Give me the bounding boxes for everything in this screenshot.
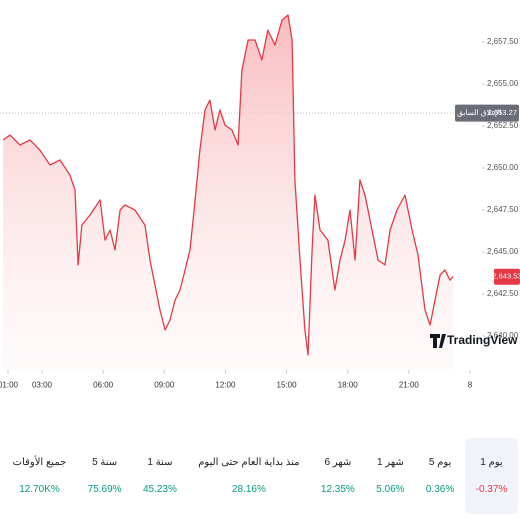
- last-price-label: 2,643.53: [492, 272, 520, 281]
- x-tick-label: 21:00: [399, 381, 420, 390]
- y-tick-label: 2,657.50: [487, 37, 519, 46]
- period-label: 6 شهر: [324, 457, 352, 468]
- x-tick-label: 01:00: [0, 381, 19, 390]
- period-tabs: 1 يوم -0.37% 5 يوم 0.36% 1 شهر 5.06% 6 شهر 12.3…: [0, 438, 520, 514]
- x-tick-label: 18:00: [338, 381, 359, 390]
- x-tick-label: 15:00: [277, 381, 298, 390]
- period-change: -0.37%: [475, 484, 508, 495]
- period-change: 12.35%: [320, 484, 355, 495]
- y-tick-label: 2,650.00: [487, 163, 519, 172]
- y-tick-label: 2,640.00: [487, 331, 519, 340]
- x-tick-label: 09:00: [154, 381, 175, 390]
- x-tick-label: 12:00: [215, 381, 236, 390]
- y-tick-label: 2,652.50: [487, 121, 519, 130]
- x-tick-label: 8: [468, 381, 473, 390]
- period-tab[interactable]: 1 يوم -0.37%: [464, 438, 518, 514]
- period-label: 5 يوم: [428, 457, 452, 468]
- period-tab[interactable]: 5 يوم 0.36%: [415, 438, 465, 514]
- y-tick-label: 2,647.50: [487, 205, 519, 214]
- period-label: جميع الأوقات: [12, 457, 67, 468]
- x-tick-label: 03:00: [32, 381, 53, 390]
- period-label: منذ بداية العام حتى اليوم: [198, 457, 300, 468]
- period-tab[interactable]: منذ بداية العام حتى اليوم 28.16%: [188, 438, 311, 514]
- period-tab[interactable]: 6 شهر 12.35%: [310, 438, 365, 514]
- period-change: 5.06%: [376, 484, 405, 495]
- period-label: 1 سنة: [147, 457, 173, 468]
- x-tick-label: 06:00: [93, 381, 114, 390]
- period-change: 28.16%: [231, 484, 266, 495]
- period-change: 0.36%: [425, 484, 455, 495]
- period-tab[interactable]: 1 شهر 5.06%: [366, 438, 416, 514]
- logo: [430, 334, 446, 348]
- y-tick-label: 2,642.50: [487, 289, 519, 298]
- period-label: 1 شهر: [376, 457, 404, 468]
- y-tick-label: 2,645.00: [487, 247, 519, 256]
- period-change: 12.70K%: [19, 484, 60, 495]
- area: [3, 15, 454, 370]
- previous-close-text: الإغلاق السابق: [457, 108, 501, 117]
- watermark: TradingView: [430, 333, 518, 348]
- y-tick-label: 2,655.00: [487, 79, 519, 88]
- period-label: 5 سنة: [92, 457, 118, 468]
- period-tab[interactable]: جميع الأوقات 12.70K%: [2, 438, 77, 514]
- watermark-text: TradingView: [447, 333, 518, 347]
- period-change: 45.23%: [142, 484, 177, 495]
- previous-close-box: [455, 104, 519, 122]
- chart: 2,640.00 2,642.50 2,645.00 2,647.50 2,650.00…: [0, 14, 520, 390]
- period-tab[interactable]: 1 سنة 45.23%: [132, 438, 187, 514]
- line: [2, 14, 454, 356]
- previous-close-value: 2,653.27: [488, 108, 517, 117]
- last-price-box: [494, 268, 520, 285]
- period-label: 1 يوم: [480, 457, 503, 468]
- period-change: 75.69%: [87, 484, 122, 495]
- period-tab[interactable]: 5 سنة 75.69%: [77, 438, 132, 514]
